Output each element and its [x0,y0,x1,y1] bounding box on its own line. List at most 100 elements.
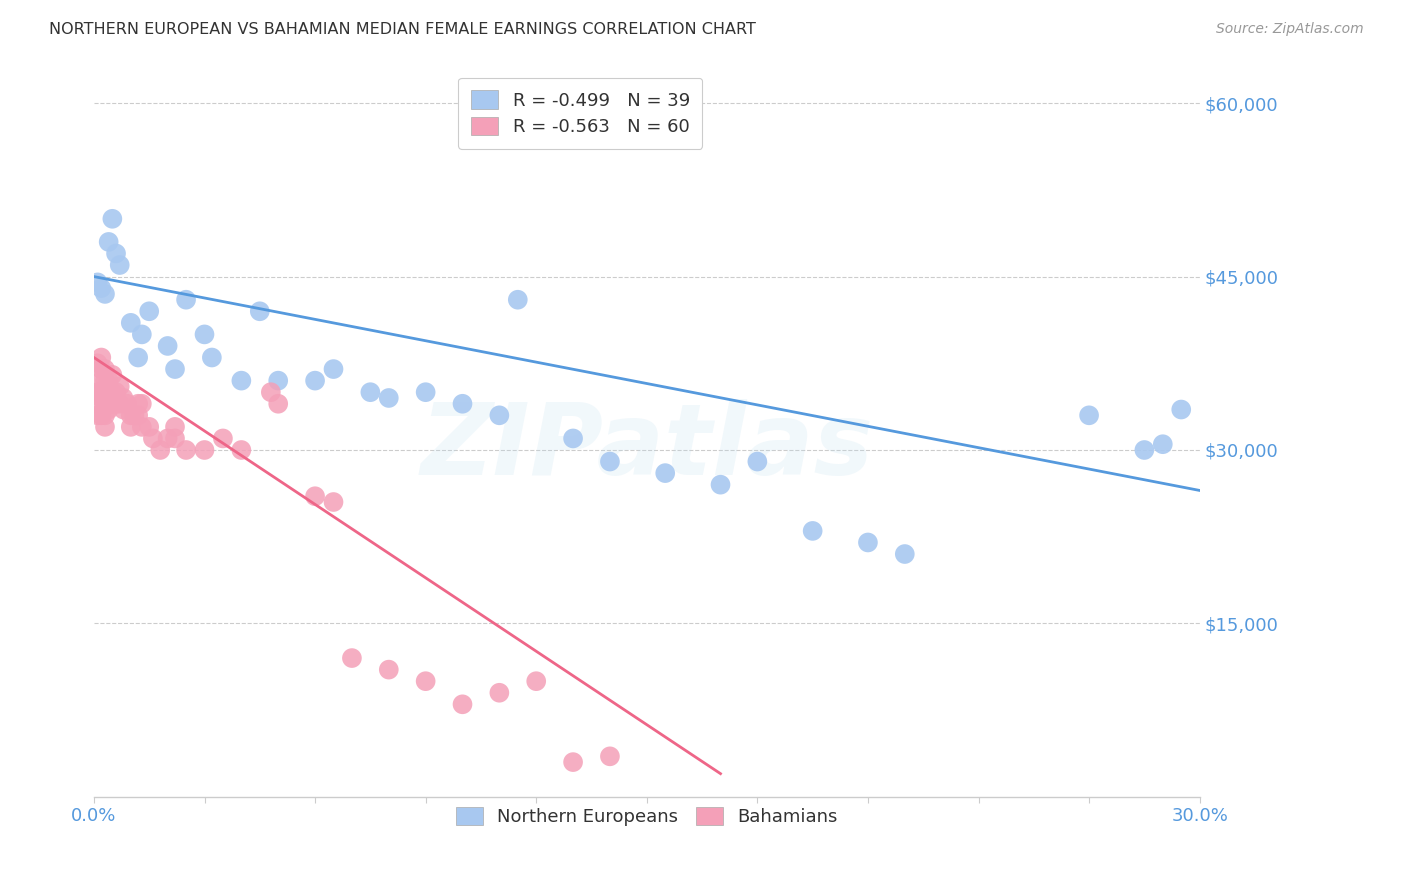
Point [108,258,131,272]
Point [562,755,585,769]
Point [101,368,124,382]
Point [340,651,363,665]
Point [709,477,731,491]
Point [378,391,401,405]
Point [142,432,165,446]
Point [131,397,153,411]
Point [149,442,172,457]
Point [90,281,112,295]
Point [115,397,138,411]
Point [101,211,124,226]
Point [174,442,197,457]
Point [105,397,128,411]
Point [90,374,112,388]
Text: Source: ZipAtlas.com: Source: ZipAtlas.com [1216,22,1364,37]
Point [86,276,108,290]
Point [156,432,179,446]
Point [101,385,124,400]
Point [322,362,344,376]
Point [97,235,120,249]
Point [163,432,186,446]
Point [212,432,235,446]
Point [94,374,117,388]
Point [112,391,135,405]
Point [94,420,117,434]
Point [201,351,224,365]
Point [156,339,179,353]
Point [90,385,112,400]
Point [86,356,108,370]
Point [90,362,112,376]
Point [801,524,824,538]
Point [267,374,290,388]
Point [488,409,510,423]
Point [97,397,120,411]
Point [124,409,146,423]
Point [112,402,135,417]
Point [90,391,112,405]
Point [506,293,529,307]
Point [378,663,401,677]
Point [97,402,120,417]
Point [562,432,585,446]
Point [120,316,142,330]
Point [94,287,117,301]
Point [249,304,271,318]
Point [1078,409,1101,423]
Point [94,409,117,423]
Point [894,547,917,561]
Point [105,385,128,400]
Point [138,420,160,434]
Point [488,686,510,700]
Point [1170,402,1192,417]
Point [322,495,344,509]
Point [120,409,142,423]
Point [131,327,153,342]
Point [451,698,474,712]
Point [108,379,131,393]
Point [193,327,215,342]
Point [163,362,186,376]
Point [97,374,120,388]
Point [599,749,621,764]
Point [599,454,621,468]
Point [94,397,117,411]
Point [856,535,879,549]
Point [94,362,117,376]
Point [415,385,437,400]
Point [105,246,128,260]
Point [267,397,290,411]
Point [127,409,149,423]
Point [127,397,149,411]
Point [86,385,108,400]
Point [163,420,186,434]
Point [304,374,326,388]
Point [231,374,253,388]
Point [120,420,142,434]
Point [101,397,124,411]
Point [108,397,131,411]
Point [138,304,160,318]
Point [231,442,253,457]
Point [1152,437,1174,451]
Point [90,351,112,365]
Point [86,397,108,411]
Point [451,397,474,411]
Point [131,420,153,434]
Point [86,409,108,423]
Point [654,466,676,480]
Point [747,454,769,468]
Text: NORTHERN EUROPEAN VS BAHAMIAN MEDIAN FEMALE EARNINGS CORRELATION CHART: NORTHERN EUROPEAN VS BAHAMIAN MEDIAN FEM… [49,22,756,37]
Point [359,385,381,400]
Text: ZIPatlas: ZIPatlas [420,399,873,496]
Point [304,489,326,503]
Point [415,674,437,689]
Point [127,351,149,365]
Point [94,385,117,400]
Point [174,293,197,307]
Legend: Northern Europeans, Bahamians: Northern Europeans, Bahamians [447,797,846,835]
Point [97,385,120,400]
Point [90,409,112,423]
Point [524,674,547,689]
Point [260,385,283,400]
